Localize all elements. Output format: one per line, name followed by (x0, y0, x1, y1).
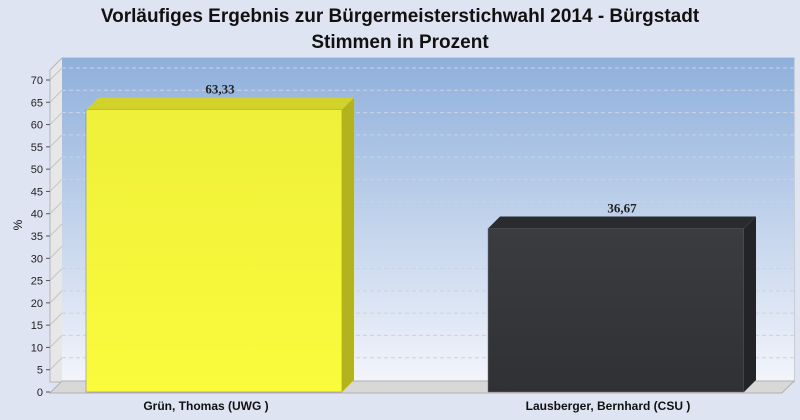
bars: 63,33 36,67 (85, 82, 756, 393)
bar-value-label: 63,33 (205, 82, 235, 97)
category-labels: Grün, Thomas (UWG ) Lausberger, Bernhard … (143, 399, 690, 413)
bar-side (744, 216, 756, 392)
y-tick-label: 45 (31, 186, 43, 198)
y-tick-label: 60 (31, 120, 43, 132)
gridline (49, 290, 63, 304)
y-axis-label: % (11, 219, 25, 230)
bar-top (488, 216, 756, 229)
bar-front (85, 109, 343, 393)
y-tick-label: 25 (31, 276, 43, 288)
gridline (49, 312, 63, 326)
gridline (49, 89, 63, 103)
gridline (49, 268, 63, 281)
y-tick-label: 5 (37, 365, 43, 377)
y-tick-label: 15 (31, 320, 43, 332)
y-tick-label: 65 (31, 97, 43, 109)
gridline (49, 335, 63, 348)
bar-front (487, 228, 745, 393)
y-tick-label: 50 (31, 164, 43, 176)
gridline (49, 112, 63, 125)
x-category-label: Lausberger, Bernhard (CSU ) (526, 399, 691, 413)
y-tick-label: 55 (31, 142, 43, 154)
gridline (49, 67, 63, 81)
y-tick-label: 40 (31, 209, 43, 221)
y-axis-ticks: 0 5 10 15 20 25 30 35 40 45 50 55 60 65 70 (31, 75, 50, 399)
bar-side (342, 97, 354, 393)
y-tick-label: 20 (31, 298, 43, 310)
bar-top (86, 97, 354, 110)
y-tick-label: 30 (31, 253, 43, 265)
gridline (49, 156, 63, 170)
chart-subtitle: Stimmen in Prozent (311, 32, 489, 53)
bar-value-label: 36,67 (607, 201, 637, 216)
y-tick-label: 35 (31, 231, 43, 243)
y-tick-label: 70 (31, 75, 43, 87)
gridline (49, 179, 63, 192)
gridline (49, 201, 63, 215)
gridline (49, 223, 63, 237)
y-tick-label: 10 (31, 342, 43, 354)
chart-title: Vorläufiges Ergebnis zur Bürgermeisterst… (101, 6, 700, 27)
y-tick-label: 0 (37, 387, 43, 399)
gridline (49, 245, 63, 259)
gridline (49, 357, 63, 371)
gridline (49, 134, 63, 148)
x-category-label: Grün, Thomas (UWG ) (143, 399, 268, 413)
